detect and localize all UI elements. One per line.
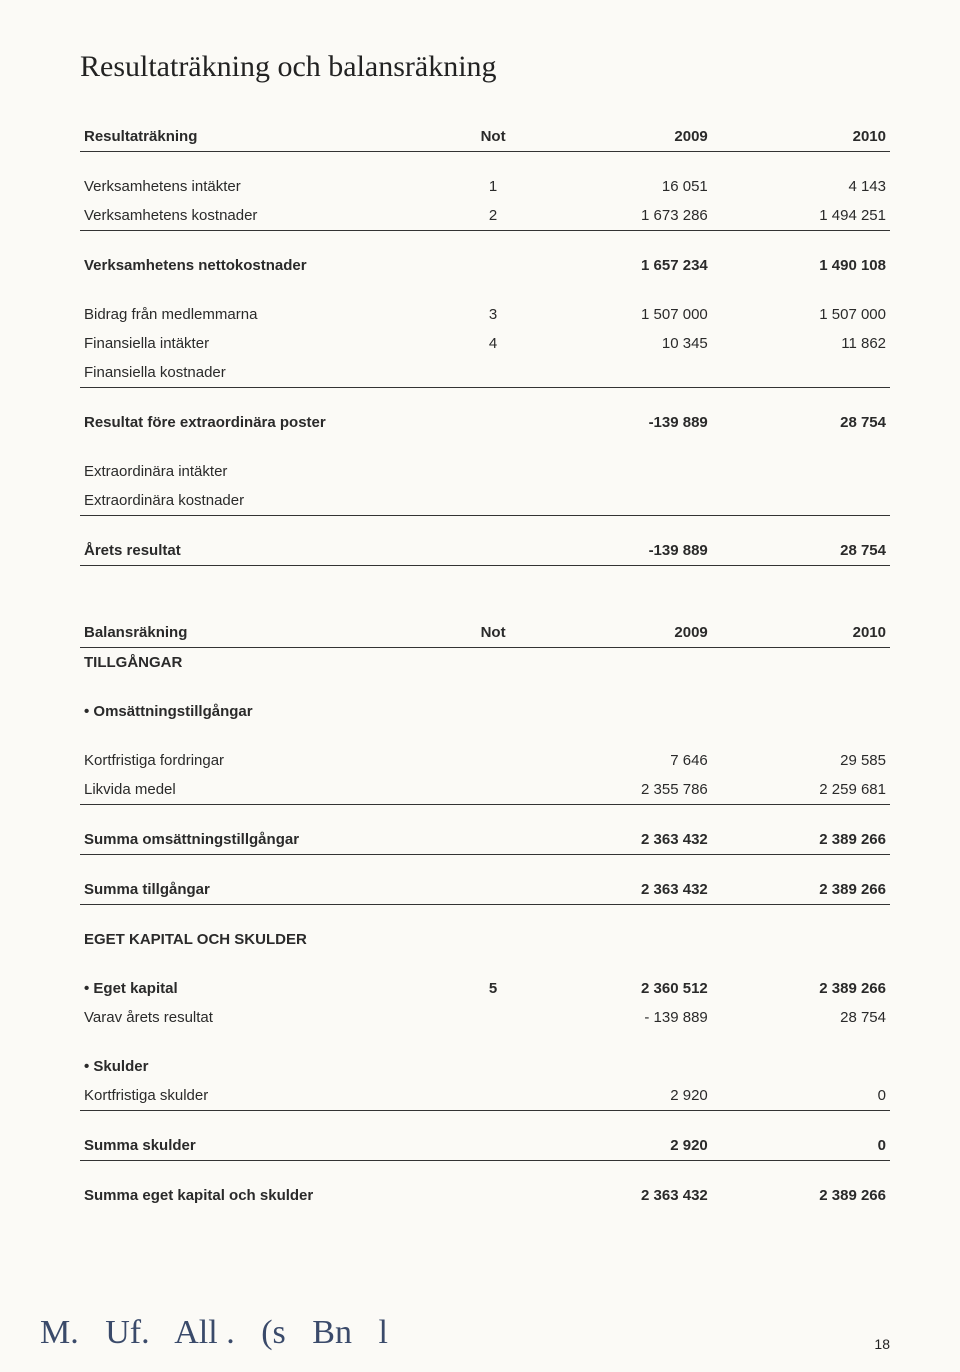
sum-ek-sk-label: Summa eget kapital och skulder — [80, 1161, 453, 1211]
col-2010: 2010 — [712, 618, 890, 648]
page-number: 18 — [874, 1336, 890, 1352]
row-label: Finansiella kostnader — [80, 358, 453, 388]
signature-mark: (s — [261, 1314, 286, 1351]
sum-sk-y2: 0 — [712, 1111, 890, 1161]
income-heading: Resultaträkning — [80, 122, 453, 152]
row-y1: 2 355 786 — [534, 775, 712, 805]
sum-oms-label: Summa omsättningstillgångar — [80, 805, 453, 855]
row-not: 4 — [453, 329, 534, 358]
row-not: 2 — [453, 201, 534, 231]
row-y2: 4 143 — [712, 152, 890, 202]
row-y2: 1 494 251 — [712, 201, 890, 231]
ek-not: 5 — [453, 954, 534, 1003]
balance-sheet-table: Balansräkning Not 2009 2010 TILLGÅNGAR O… — [80, 618, 890, 1210]
row-y2: 28 754 — [712, 1003, 890, 1032]
col-not: Not — [453, 122, 534, 152]
extra-header-y1: -139 889 — [534, 388, 712, 438]
row-y1: 7 646 — [534, 726, 712, 775]
ek-heading: EGET KAPITAL OCH SKULDER — [80, 905, 453, 955]
row-label: Likvida medel — [80, 775, 453, 805]
netto-y1: 1 657 234 — [534, 231, 712, 281]
sum-assets-y2: 2 389 266 — [712, 855, 890, 905]
ek-bullet: Eget kapital — [80, 954, 453, 1003]
row-label: Verksamhetens intäkter — [80, 152, 453, 202]
row-label: Kortfristiga fordringar — [80, 726, 453, 775]
row-not: 3 — [453, 280, 534, 329]
row-y2 — [712, 358, 890, 388]
result-y2: 28 754 — [712, 516, 890, 566]
row-y1: - 139 889 — [534, 1003, 712, 1032]
result-label: Årets resultat — [80, 516, 453, 566]
sum-assets-y1: 2 363 432 — [534, 855, 712, 905]
row-not — [453, 358, 534, 388]
document-page: Resultaträkning och balansräkning Result… — [0, 0, 960, 1372]
signature-marks: M. Uf. All . (s Bn l — [40, 1314, 406, 1352]
signature-mark: M. — [40, 1314, 79, 1351]
col-2009: 2009 — [534, 618, 712, 648]
row-y1: 2 920 — [534, 1081, 712, 1111]
row-y2: 0 — [712, 1081, 890, 1111]
netto-label: Verksamhetens nettokostnader — [80, 231, 453, 281]
ek-y1: 2 360 512 — [534, 954, 712, 1003]
row-y1: 16 051 — [534, 152, 712, 202]
sum-ek-sk-y1: 2 363 432 — [534, 1161, 712, 1211]
income-statement-table: Resultaträkning Not 2009 2010 Verksamhet… — [80, 122, 890, 566]
row-label: Extraordinära intäkter — [80, 437, 453, 486]
result-y1: -139 889 — [534, 516, 712, 566]
sum-assets-label: Summa tillgångar — [80, 855, 453, 905]
row-y2: 1 507 000 — [712, 280, 890, 329]
extra-header-label: Resultat före extraordinära poster — [80, 388, 453, 438]
row-label: Finansiella intäkter — [80, 329, 453, 358]
row-label: Varav årets resultat — [80, 1003, 453, 1032]
sum-sk-label: Summa skulder — [80, 1111, 453, 1161]
signature-mark: All . — [174, 1314, 234, 1351]
sk-bullet: Skulder — [80, 1032, 453, 1081]
row-label: Extraordinära kostnader — [80, 486, 453, 516]
footer-signatures: M. Uf. All . (s Bn l 18 — [40, 1314, 890, 1352]
row-y2: 11 862 — [712, 329, 890, 358]
row-y1: 1 507 000 — [534, 280, 712, 329]
balance-heading: Balansräkning — [80, 618, 453, 648]
extra-header-y2: 28 754 — [712, 388, 890, 438]
row-y1: 1 673 286 — [534, 201, 712, 231]
signature-mark: Uf. — [105, 1314, 149, 1351]
assets-heading: TILLGÅNGAR — [80, 648, 453, 678]
page-title: Resultaträkning och balansräkning — [80, 50, 890, 84]
netto-not — [453, 231, 534, 281]
col-not: Not — [453, 618, 534, 648]
signature-mark: Bn — [312, 1314, 352, 1351]
row-y1: 10 345 — [534, 329, 712, 358]
sum-ek-sk-y2: 2 389 266 — [712, 1161, 890, 1211]
col-2009: 2009 — [534, 122, 712, 152]
col-2010: 2010 — [712, 122, 890, 152]
row-y2: 2 259 681 — [712, 775, 890, 805]
signature-mark: l — [378, 1314, 387, 1351]
row-y1 — [534, 358, 712, 388]
row-y2: 29 585 — [712, 726, 890, 775]
sum-oms-y2: 2 389 266 — [712, 805, 890, 855]
row-not: 1 — [453, 152, 534, 202]
row-label: Verksamhetens kostnader — [80, 201, 453, 231]
sum-oms-y1: 2 363 432 — [534, 805, 712, 855]
ek-y2: 2 389 266 — [712, 954, 890, 1003]
row-label: Kortfristiga skulder — [80, 1081, 453, 1111]
sum-sk-y1: 2 920 — [534, 1111, 712, 1161]
row-label: Bidrag från medlemmarna — [80, 280, 453, 329]
netto-y2: 1 490 108 — [712, 231, 890, 281]
oms-heading: Omsättningstillgångar — [80, 677, 453, 726]
